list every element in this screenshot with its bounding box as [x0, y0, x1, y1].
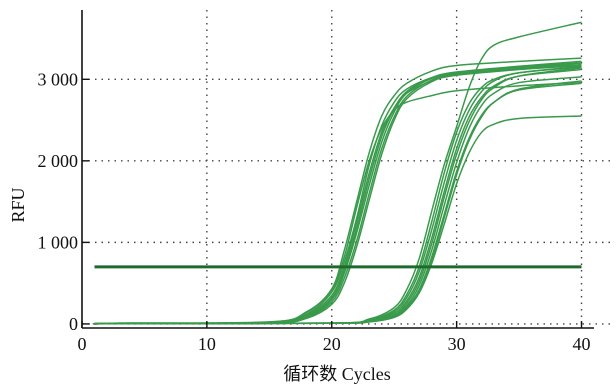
amplification-curve-4: [94, 64, 582, 325]
x-tick-label-40: 40: [573, 334, 591, 354]
grid-layer: [82, 10, 612, 328]
y-tick-label-3000: 3 000: [38, 69, 79, 89]
y-tick-label-0: 0: [69, 314, 78, 334]
y-tick-label-2000: 2 000: [38, 151, 79, 171]
series-layer: [92, 21, 582, 325]
x-tick-label-10: 10: [198, 334, 216, 354]
x-tick-label-0: 0: [78, 334, 87, 354]
y-axis-title: RFU: [8, 187, 28, 222]
x-axis-title: 循环数 Cycles: [283, 364, 391, 384]
x-tick-label-30: 30: [448, 334, 466, 354]
tick-label-layer: 0 10 20 30 40 0 1 000 2 000 3 000: [38, 69, 591, 354]
amplification-curve-17: [92, 80, 582, 325]
x-tick-label-20: 20: [323, 334, 341, 354]
axis-layer: [81, 10, 594, 329]
y-tick-label-1000: 1 000: [38, 232, 79, 252]
